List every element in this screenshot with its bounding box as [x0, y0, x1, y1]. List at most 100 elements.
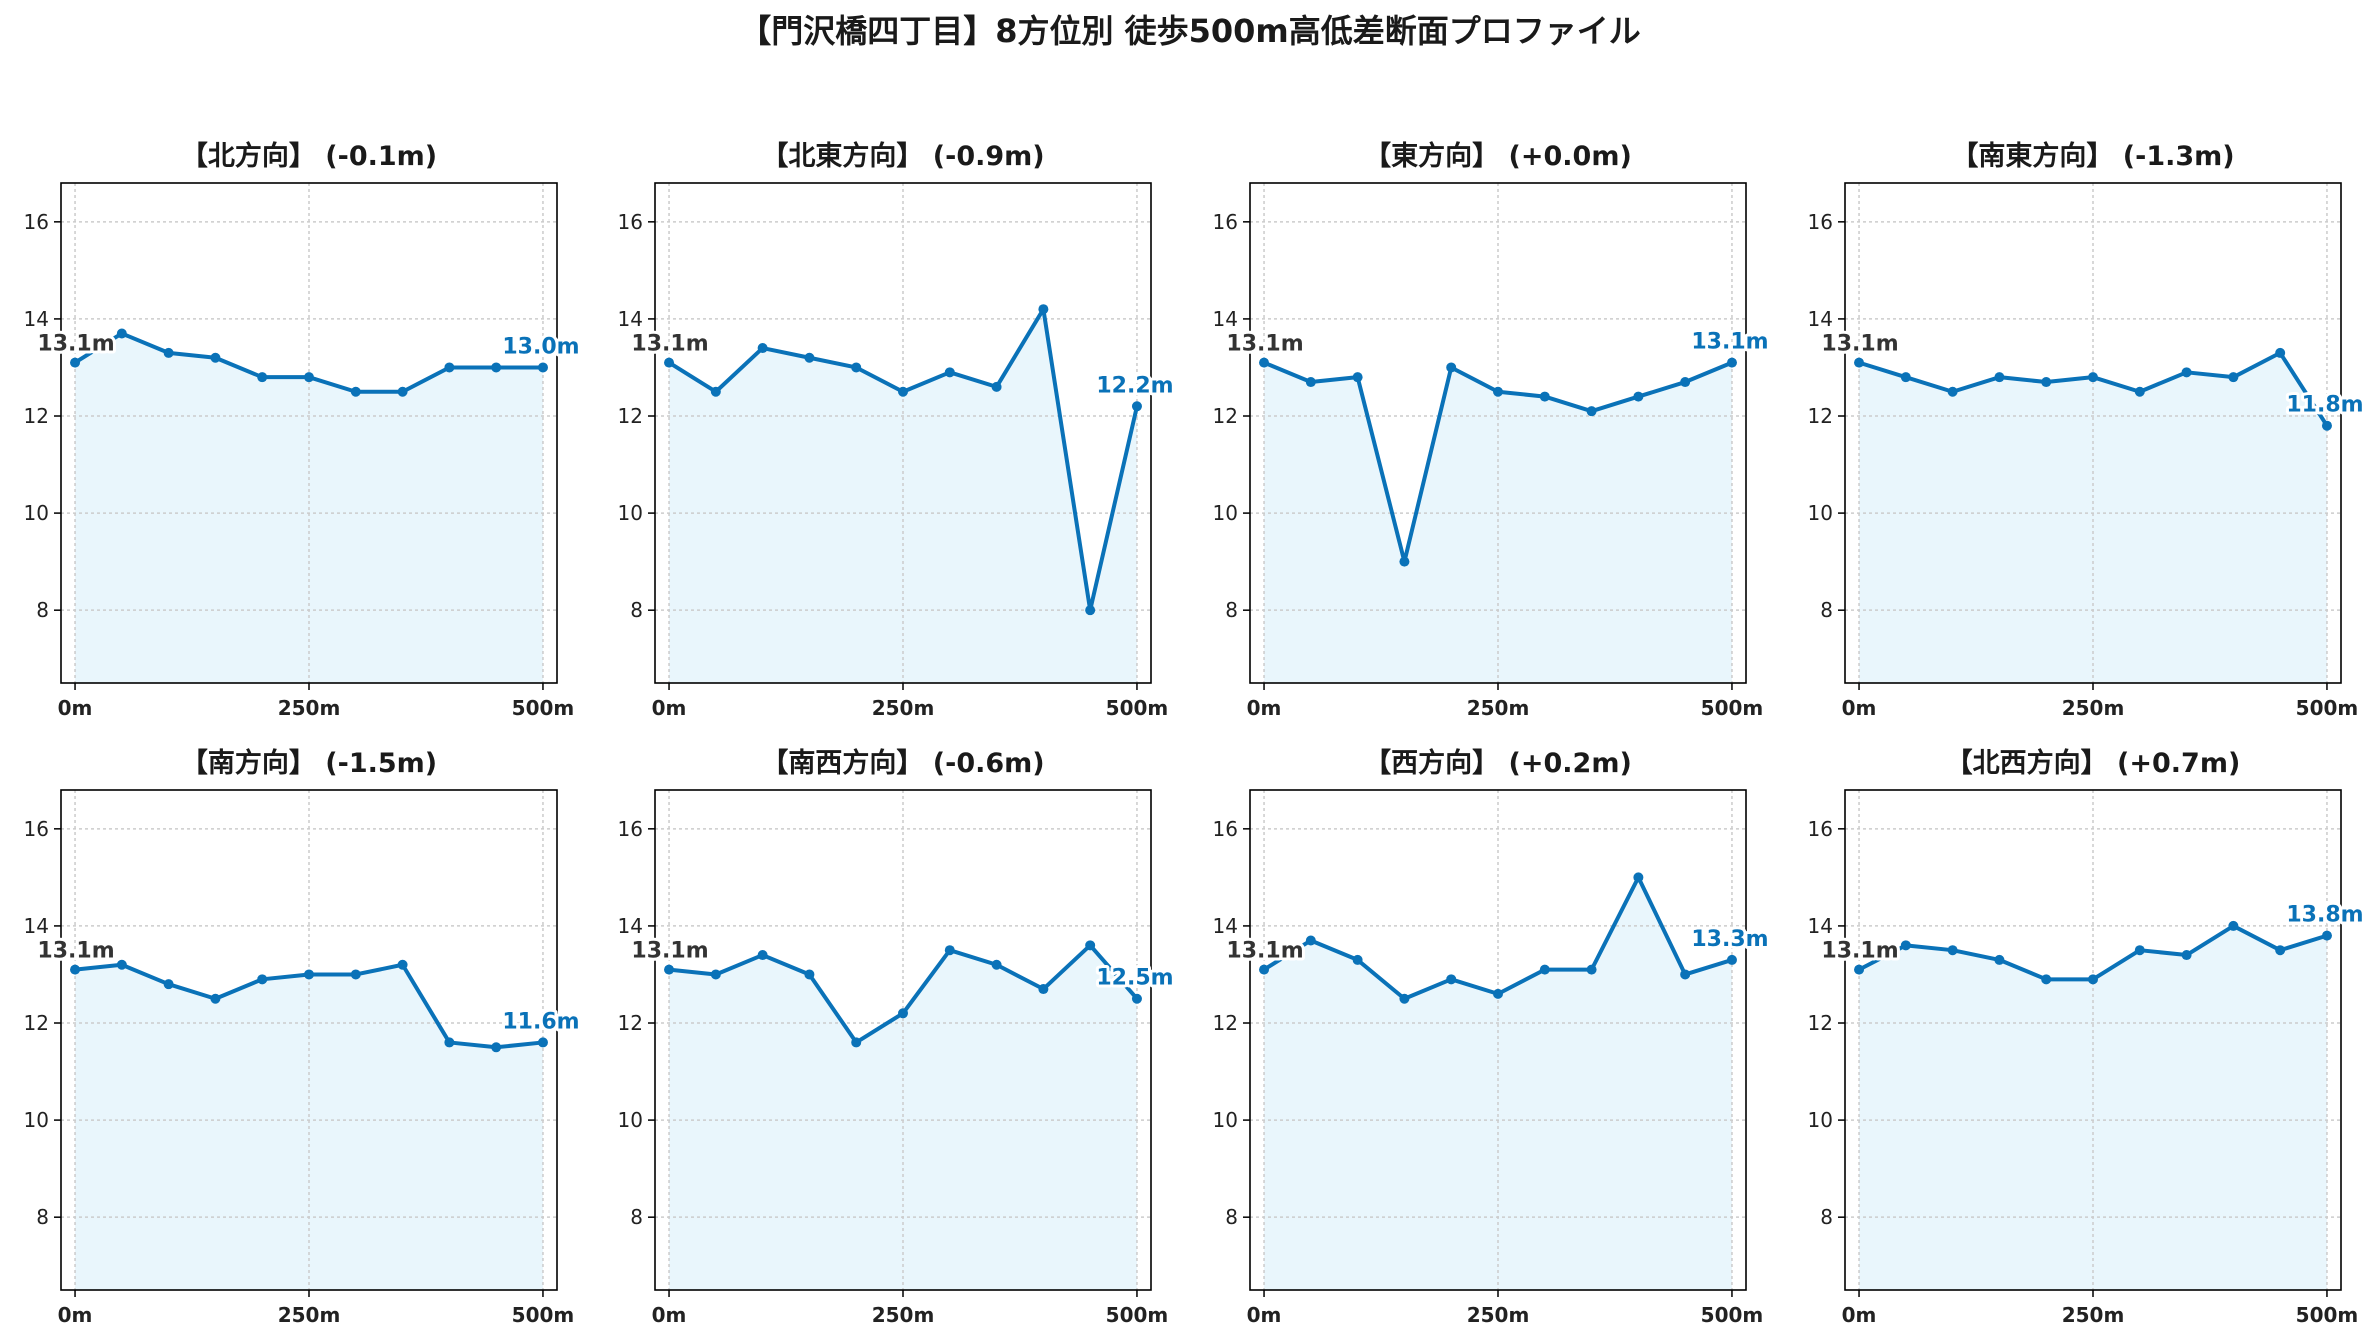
data-point: [2041, 377, 2052, 388]
y-tick-label: 14: [1213, 914, 1238, 938]
y-tick-label: 12: [24, 1011, 49, 1035]
y-tick-label: 12: [618, 404, 643, 428]
x-tick-label: 0m: [1247, 696, 1282, 720]
x-tick-label: 500m: [1701, 696, 1764, 720]
data-point: [2321, 420, 2332, 431]
data-point: [1539, 964, 1550, 975]
data-point: [210, 993, 221, 1004]
data-point: [1038, 304, 1049, 315]
end-label-halo: 13.1m: [1691, 330, 1768, 355]
end-label-halo: 12.2m: [1096, 373, 1173, 398]
data-point: [257, 372, 268, 383]
area-fill: [1859, 352, 2327, 683]
end-label-halo: 11.6m: [502, 1009, 579, 1034]
subplot-title: 【東方向】 (+0.0m): [1364, 140, 1632, 172]
subplot-7: 【西方向】 (+0.2m) 8 10 12 14 16 0m 250m 500m 13.1m 13.…: [1213, 747, 1772, 1327]
data-point: [350, 386, 361, 397]
subplot-3: 【東方向】 (+0.0m) 8 10 12 14 16 0m 250m 500m 13.1m 13.…: [1213, 140, 1772, 720]
y-tick-label: 12: [24, 404, 49, 428]
data-point: [1854, 964, 1865, 975]
start-label-halo: 13.1m: [631, 939, 708, 964]
data-point: [537, 1037, 548, 1048]
y-tick-label: 12: [1213, 404, 1238, 428]
end-label: 13.3m: [1691, 927, 1768, 952]
data-point: [991, 959, 1002, 970]
y-tick-label: 10: [24, 1108, 49, 1132]
start-label: 13.1m: [1821, 332, 1898, 357]
data-point: [1633, 872, 1644, 883]
data-point: [1399, 556, 1410, 567]
y-tick-label: 10: [618, 501, 643, 525]
x-tick-label: 0m: [1842, 696, 1877, 720]
data-point: [397, 959, 408, 970]
start-label: 13.1m: [37, 332, 114, 357]
data-point: [537, 362, 548, 373]
x-tick-label: 250m: [872, 696, 935, 720]
data-point: [804, 352, 815, 363]
end-label-halo: 13.3m: [1691, 927, 1768, 952]
y-tick-label: 14: [1213, 307, 1238, 331]
y-tick-label: 8: [36, 598, 49, 622]
data-point: [116, 959, 127, 970]
data-point: [304, 372, 314, 383]
subplot-title: 【北西方向】 (+0.7m): [1946, 747, 2241, 779]
end-label: 11.8m: [2286, 393, 2363, 418]
data-point: [2275, 347, 2286, 358]
area-fill: [1264, 362, 1732, 683]
start-label: 13.1m: [37, 939, 114, 964]
data-point: [991, 381, 1002, 392]
data-point: [944, 367, 955, 378]
data-point: [757, 950, 768, 961]
start-label: 13.1m: [631, 939, 708, 964]
data-point: [1493, 386, 1503, 397]
y-tick-label: 10: [1808, 1108, 1833, 1132]
y-tick-label: 14: [618, 307, 643, 331]
y-tick-label: 12: [1213, 1011, 1238, 1035]
y-tick-label: 8: [630, 1205, 643, 1229]
data-point: [1633, 391, 1644, 402]
data-point: [350, 969, 361, 980]
data-point: [163, 979, 174, 990]
data-point: [116, 328, 127, 339]
end-label: 12.2m: [1096, 373, 1173, 398]
y-tick-label: 10: [1213, 1108, 1238, 1132]
data-point: [1446, 362, 1457, 373]
subplot-8: 【北西方向】 (+0.7m) 8 10 12 14 16 0m 250m 500m 13.1m 13…: [1808, 747, 2367, 1327]
data-point: [2228, 920, 2239, 931]
data-point: [1900, 940, 1911, 951]
data-point: [710, 386, 721, 397]
y-tick-label: 16: [618, 210, 643, 234]
start-label-halo: 13.1m: [1821, 332, 1898, 357]
x-tick-label: 500m: [2296, 696, 2359, 720]
data-point: [664, 964, 675, 975]
data-point: [1854, 357, 1865, 368]
x-tick-label: 500m: [512, 1303, 575, 1327]
data-point: [2321, 930, 2332, 941]
y-tick-label: 12: [1808, 1011, 1833, 1035]
y-tick-label: 14: [24, 307, 49, 331]
x-tick-label: 0m: [652, 1303, 687, 1327]
data-point: [1399, 993, 1410, 1004]
data-point: [491, 362, 502, 373]
y-tick-label: 10: [1213, 501, 1238, 525]
start-label: 13.1m: [1226, 332, 1303, 357]
data-point: [1680, 969, 1691, 980]
data-point: [1259, 357, 1270, 368]
x-tick-label: 250m: [872, 1303, 935, 1327]
data-point: [2041, 974, 2052, 985]
data-point: [1539, 391, 1550, 402]
y-tick-label: 8: [36, 1205, 49, 1229]
data-point: [1586, 406, 1597, 417]
data-point: [397, 386, 408, 397]
data-point: [1085, 940, 1096, 951]
subplot-1: 【北方向】 (-0.1m) 8 10 12 14 16 0m 250m 500m 13.1m 13.…: [24, 140, 583, 720]
data-point: [710, 969, 721, 980]
x-tick-label: 0m: [58, 696, 93, 720]
y-tick-label: 14: [24, 914, 49, 938]
y-tick-label: 8: [1820, 1205, 1833, 1229]
subplot-title: 【南方向】 (-1.5m): [181, 747, 437, 779]
data-point: [1352, 954, 1363, 965]
x-tick-label: 0m: [1842, 1303, 1877, 1327]
